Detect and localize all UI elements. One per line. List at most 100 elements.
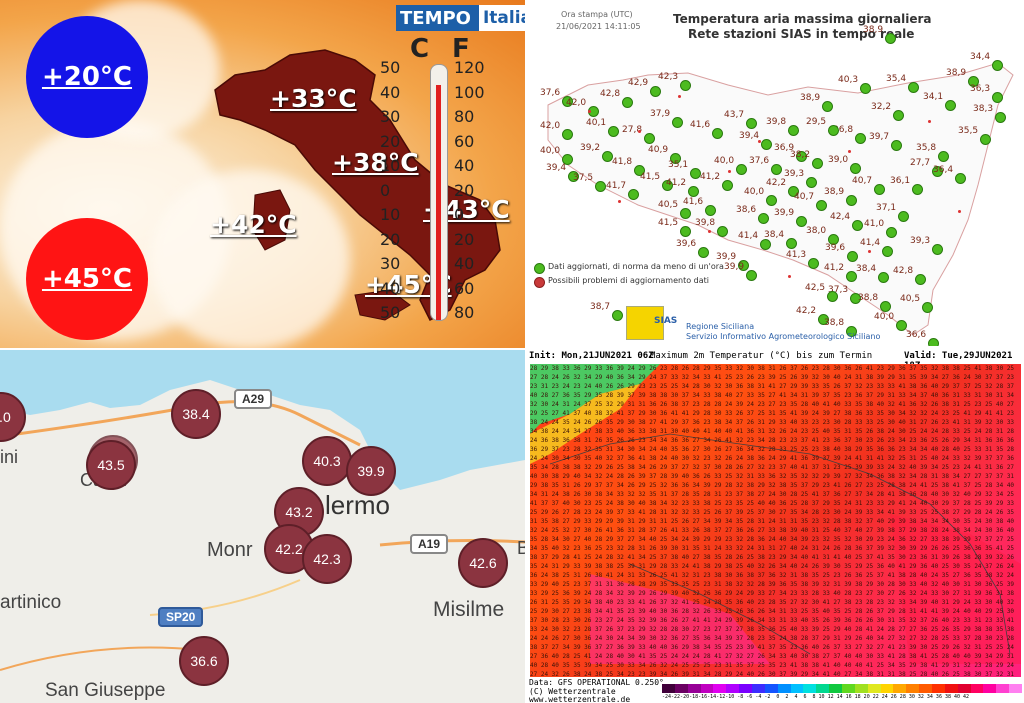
station-pin[interactable] [922, 302, 933, 313]
station-value: 38,0 [806, 226, 827, 236]
station-pin[interactable] [808, 258, 819, 269]
station-pin[interactable] [896, 320, 907, 331]
station-pin[interactable] [886, 227, 897, 238]
station-pin[interactable] [912, 184, 923, 195]
station-pin[interactable] [860, 83, 871, 94]
temp-bubble[interactable]: 39.9 [346, 446, 396, 496]
station-pin[interactable] [758, 213, 769, 224]
station-pin[interactable] [644, 133, 655, 144]
station-pin[interactable] [760, 239, 771, 250]
station-pin[interactable] [628, 189, 639, 200]
station-dot [958, 210, 961, 213]
station-pin[interactable] [822, 101, 833, 112]
station-pin[interactable] [562, 129, 573, 140]
station-pin[interactable] [662, 180, 673, 191]
station-pin[interactable] [874, 184, 885, 195]
station-pin[interactable] [968, 76, 979, 87]
station-value: 39,9 [774, 208, 795, 218]
station-value: 37,6 [540, 88, 561, 98]
station-pin[interactable] [827, 291, 838, 302]
temp-bubble[interactable]: 40.3 [302, 436, 352, 486]
station-pin[interactable] [932, 244, 943, 255]
station-pin[interactable] [850, 293, 861, 304]
station-pin[interactable] [786, 238, 797, 249]
station-pin[interactable] [891, 140, 902, 151]
station-pin[interactable] [955, 173, 966, 184]
station-pin[interactable] [698, 247, 709, 258]
station-pin[interactable] [915, 274, 926, 285]
station-pin[interactable] [736, 164, 747, 175]
station-pin[interactable] [680, 80, 691, 91]
station-pin[interactable] [717, 226, 728, 237]
station-pin[interactable] [722, 180, 733, 191]
station-pin[interactable] [680, 208, 691, 219]
fahrenheit-tick: 40 [454, 254, 475, 273]
station-pin[interactable] [562, 154, 573, 165]
station-pin[interactable] [928, 338, 939, 346]
station-pin[interactable] [595, 181, 606, 192]
station-pin[interactable] [788, 125, 799, 136]
station-pin[interactable] [938, 151, 949, 162]
station-pin[interactable] [980, 134, 991, 145]
station-pin[interactable] [771, 164, 782, 175]
temp-bubble[interactable]: 42.6 [458, 538, 508, 588]
station-pin[interactable] [812, 158, 823, 169]
station-pin[interactable] [995, 112, 1006, 123]
station-pin[interactable] [766, 195, 777, 206]
station-pin[interactable] [672, 117, 683, 128]
station-pin[interactable] [882, 246, 893, 257]
station-pin[interactable] [908, 82, 919, 93]
station-pin[interactable] [846, 326, 857, 337]
station-pin[interactable] [818, 314, 829, 325]
station-pin[interactable] [612, 310, 623, 321]
station-pin[interactable] [568, 171, 579, 182]
station-pin[interactable] [893, 110, 904, 121]
station-pin[interactable] [705, 205, 716, 216]
station-value: 39,9 [724, 262, 745, 272]
station-pin[interactable] [846, 271, 857, 282]
temp-bubble[interactable]: 42.3 [302, 534, 352, 584]
station-pin[interactable] [846, 195, 857, 206]
station-pin[interactable] [880, 301, 891, 312]
station-pin[interactable] [650, 86, 661, 97]
station-value: 41,2 [824, 263, 845, 273]
station-pin[interactable] [828, 234, 839, 245]
station-pin[interactable] [688, 186, 699, 197]
station-pin[interactable] [608, 126, 619, 137]
station-pin[interactable] [850, 163, 861, 174]
station-pin[interactable] [885, 33, 896, 44]
station-pin[interactable] [562, 96, 573, 107]
station-pin[interactable] [816, 200, 827, 211]
station-pin[interactable] [852, 220, 863, 231]
station-pin[interactable] [847, 251, 858, 262]
station-pin[interactable] [878, 272, 889, 283]
station-pin[interactable] [634, 165, 645, 176]
station-pin[interactable] [932, 166, 943, 177]
station-pin[interactable] [680, 226, 691, 237]
temp-bubble[interactable]: 43.5 [86, 440, 136, 490]
station-pin[interactable] [738, 260, 749, 271]
station-pin[interactable] [806, 177, 817, 188]
station-pin[interactable] [992, 60, 1003, 71]
station-pin[interactable] [712, 128, 723, 139]
station-pin[interactable] [855, 133, 866, 144]
station-pin[interactable] [746, 118, 757, 129]
station-pin[interactable] [761, 139, 772, 150]
station-pin[interactable] [796, 151, 807, 162]
station-pin[interactable] [992, 92, 1003, 103]
station-pin[interactable] [945, 100, 956, 111]
temp-bubble[interactable]: 38.4 [171, 389, 221, 439]
station-pin[interactable] [788, 186, 799, 197]
station-pin[interactable] [796, 216, 807, 227]
station-value: 41,2 [666, 178, 687, 188]
station-pin[interactable] [670, 153, 681, 164]
temp-bubble[interactable]: 36.6 [179, 636, 229, 686]
color-scale-step [764, 684, 778, 693]
station-pin[interactable] [602, 151, 613, 162]
station-pin[interactable] [690, 168, 701, 179]
station-pin[interactable] [898, 211, 909, 222]
station-pin[interactable] [828, 125, 839, 136]
station-pin[interactable] [746, 270, 757, 281]
station-pin[interactable] [622, 97, 633, 108]
service-name: Servizio Informativo Agrometeorologico S… [686, 332, 881, 341]
